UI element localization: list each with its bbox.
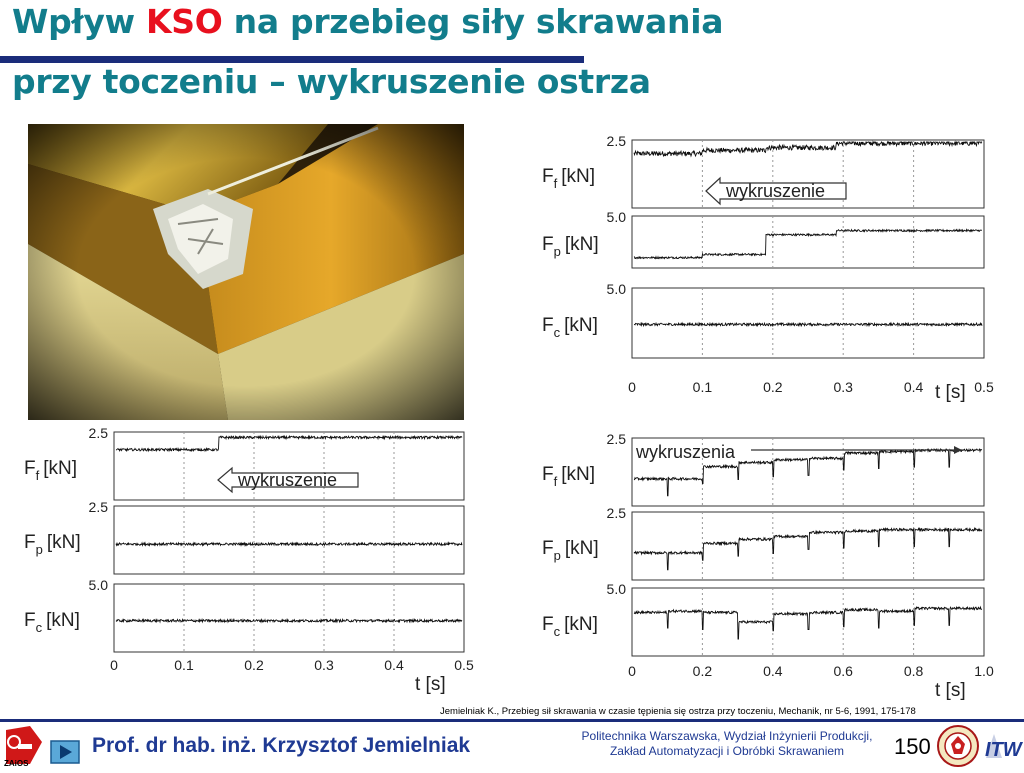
slide-title-line2: przy toczeniu – wykruszenie ostrza [12,62,651,101]
x-tick-label: 0.2 [693,663,713,679]
x-tick-label: 0.8 [904,663,924,679]
university-seal-logo [936,724,980,773]
institution-line1: Politechnika Warszawska, Wydział Inżynie… [581,729,873,743]
signal-trace-c [633,321,983,328]
signal-trace-f [633,140,983,158]
itw-logo: ITW [984,728,1024,769]
annotation-arrow-head [954,446,962,454]
annotation-arrow [705,176,847,206]
zaios-logo-text: ZAiOS [4,759,29,768]
panel-label-f: Ff [kN] [542,166,595,191]
annotation-text: wykruszenia [635,442,736,462]
x-tick-label: 0 [110,657,118,673]
x-tick-label: 0.5 [454,657,474,673]
signal-trace-f [633,447,983,497]
panel-label-f: Ff [kN] [24,458,77,483]
x-tick-label: 0.3 [314,657,334,673]
x-tick-label: 0.4 [763,663,783,679]
signal-trace-p [633,228,982,260]
title-pre: Wpływ [12,2,146,41]
x-tick-label: 0 [628,379,636,395]
page-number: 150 [894,734,931,759]
signal-trace-c [633,605,983,640]
y-top-label: 5.0 [89,577,109,593]
panel-label-c: Fc [kN] [24,610,80,635]
panel-frame [113,431,465,501]
annotation-arrow [217,466,359,494]
footer-rule [0,719,1024,722]
plot-top-right: Ff [kN] 2.5 Fp [kN] 5.0 Fc [kN] 5.0 0 0.1 0.2 0.3 0.4… [532,128,1004,420]
annotation-text: wykruszenie [725,181,825,201]
panel-frame [631,287,985,359]
itw-logo-text: ITW [985,739,1024,761]
panel-label-p: Fp [kN] [542,538,599,563]
y-top-label: 5.0 [607,281,627,297]
panel-frame [113,505,465,575]
x-tick-label: 0.2 [244,657,264,673]
plot-bottom-left: Ff [kN] 2.5 Fp [kN] 2.5 Fc [kN] 5.0 0 0.1 0.2 0.3 0.4… [16,424,480,696]
signal-trace-p [633,526,983,571]
next-slide-button[interactable] [50,740,80,764]
annotation-text: wykruszenie [237,470,337,490]
signal-trace-f [115,434,463,453]
signal-trace-p [115,541,463,548]
y-top-label: 2.5 [89,425,109,441]
signal-trace-c [115,617,463,624]
x-tick-label: 0.6 [833,663,853,679]
x-tick-label: 0.3 [833,379,853,395]
x-tick-label: 0.4 [904,379,924,395]
citation: Jemielniak K., Przebieg sił skrawania w … [440,706,916,717]
panel-label-f: Ff [kN] [542,464,595,489]
panel-label-c: Fc [kN] [542,315,598,340]
institution-line2: Zakład Automatyzacji i Obróbki Skrawanie… [609,744,845,758]
zaios-logo: ZAiOS [0,724,46,773]
title-kso: KSO [145,2,223,41]
panel-frame [113,583,465,653]
y-top-label: 5.0 [607,209,627,225]
x-tick-label: 1.0 [974,663,994,679]
x-axis-label: t [s] [935,680,966,701]
cutting-edge-photo [28,124,464,420]
x-axis-label: t [s] [415,674,446,695]
institution: Politechnika Warszawska, Wydział Inżynie… [562,729,892,759]
x-tick-label: 0.5 [974,379,994,395]
y-top-label: 2.5 [607,431,627,447]
author-name: Prof. dr hab. inż. Krzysztof Jemielniak [92,734,471,757]
plot-bottom-right: Ff [kN] 2.5 Fp [kN] 2.5 Fc [kN] 5.0 0 0.2 0.4 0.6 0.8… [532,430,1004,702]
title-post: na przebieg siły skrawania [222,2,724,41]
x-tick-label: 0.1 [174,657,194,673]
y-top-label: 2.5 [89,499,109,515]
y-top-label: 2.5 [607,505,627,521]
x-tick-label: 0.4 [384,657,404,673]
x-tick-label: 0 [628,663,636,679]
title-rule [0,56,584,63]
panel-label-p: Fp [kN] [24,532,81,557]
panel-label-p: Fp [kN] [542,234,599,259]
panel-frame [631,215,985,269]
panel-label-c: Fc [kN] [542,614,598,639]
y-top-label: 5.0 [607,581,627,597]
x-tick-label: 0.1 [693,379,713,395]
slide-title-line1: Wpływ KSO na przebieg siły skrawania [12,2,723,41]
x-tick-label: 0.2 [763,379,783,395]
y-top-label: 2.5 [607,133,627,149]
x-axis-label: t [s] [935,382,966,403]
triangle-play-icon [50,740,80,764]
